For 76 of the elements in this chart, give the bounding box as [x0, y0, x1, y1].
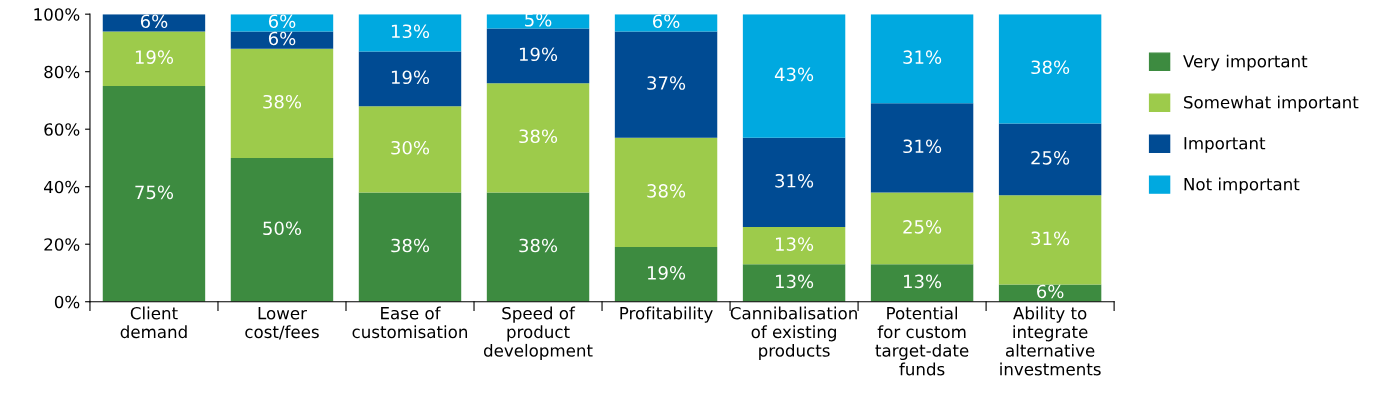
bar — [742, 137, 846, 227]
data-label: 6% — [140, 14, 168, 29]
data-label: 31% — [903, 139, 942, 154]
data-label: 19% — [519, 47, 558, 62]
bar — [358, 14, 462, 52]
y-tick-label: 60% — [44, 123, 80, 136]
data-label: 38% — [519, 238, 558, 253]
data-label: 19% — [391, 70, 430, 85]
bar — [358, 192, 462, 302]
bar — [358, 51, 462, 107]
bar — [486, 28, 590, 84]
x-tick-label: Profitability — [620, 306, 713, 323]
legend-label: Important — [1184, 137, 1266, 153]
bar — [230, 157, 334, 302]
data-label: 75% — [135, 185, 174, 200]
bar — [998, 123, 1102, 196]
bar — [614, 247, 718, 302]
data-label: 6% — [652, 14, 680, 29]
bar — [998, 195, 1102, 285]
data-label: 38% — [647, 184, 686, 198]
bar — [486, 14, 590, 29]
data-label: 50% — [263, 221, 302, 236]
bar — [870, 192, 974, 265]
bar — [998, 284, 1102, 302]
bar — [102, 31, 206, 87]
x-tick-label: Client demand — [120, 306, 187, 339]
data-label: 19% — [135, 50, 174, 64]
data-label: 31% — [775, 173, 814, 188]
y-tick-label: 80% — [44, 65, 80, 79]
data-label: 6% — [268, 14, 296, 29]
data-label: 37% — [647, 76, 686, 90]
data-label: 30% — [391, 140, 430, 155]
y-tick-label: 100% — [34, 8, 80, 21]
bar — [102, 86, 206, 302]
bar — [742, 264, 846, 302]
data-label: 25% — [903, 219, 942, 234]
x-tick-label: Cannibalisation of existing products — [730, 306, 857, 361]
data-label: 38% — [263, 94, 302, 109]
bar — [486, 192, 590, 302]
legend-label: Not important — [1184, 177, 1300, 194]
data-label: 13% — [391, 24, 430, 39]
bar — [614, 31, 718, 138]
legend-label: Very important — [1183, 54, 1308, 71]
x-tick-label: Lower cost/fees — [245, 307, 319, 340]
y-tick-label: 40% — [44, 180, 80, 194]
x-tick-label: Potential for custom target-date funds — [875, 306, 969, 376]
data-label: 6% — [1037, 284, 1064, 299]
bar — [358, 106, 462, 193]
data-label: 43% — [774, 67, 814, 82]
data-label: 13% — [775, 237, 814, 251]
y-tick-label: 20% — [44, 238, 80, 251]
bar — [998, 14, 1102, 124]
data-label: 25% — [1031, 150, 1070, 165]
bar — [742, 226, 846, 265]
data-label: 6% — [268, 31, 296, 46]
data-label: 38% — [519, 129, 558, 144]
data-label: 38% — [1031, 60, 1070, 75]
bar — [870, 103, 974, 193]
y-tick-label: 0% — [54, 295, 80, 309]
data-label: 31% — [903, 50, 942, 64]
data-label: 13% — [904, 274, 942, 289]
x-tick-label: Speed of product development — [483, 306, 593, 361]
bar — [742, 14, 846, 138]
data-label: 13% — [775, 274, 814, 289]
x-tick-label: Ability to integrate alternative investments — [1000, 306, 1101, 376]
data-label: 31% — [1031, 231, 1070, 246]
bar — [230, 48, 334, 158]
bar — [870, 14, 974, 104]
bar — [230, 31, 334, 49]
bar — [614, 137, 718, 248]
data-label: 19% — [647, 265, 686, 280]
bar — [870, 264, 974, 302]
legend-label: Somewhat important — [1184, 95, 1359, 112]
x-tick-label: Ease of customisation — [352, 306, 468, 339]
bar — [486, 83, 590, 193]
data-label: 38% — [391, 238, 430, 253]
